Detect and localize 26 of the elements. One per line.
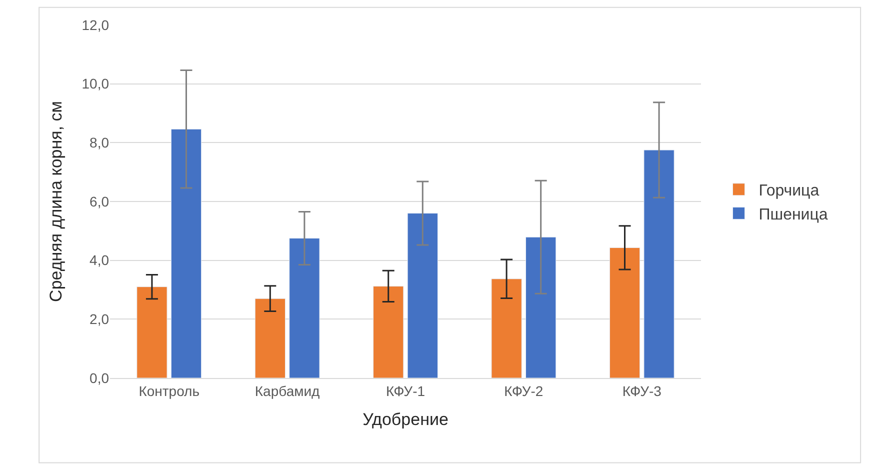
bar [254, 298, 286, 378]
bar [136, 286, 168, 378]
x-tick-label: Карбамид [254, 382, 320, 399]
x-axis-title: Удобрение [362, 410, 448, 430]
x-tick-label: КФУ-2 [504, 382, 544, 399]
x-tick-label: Контроль [138, 382, 200, 399]
bar [644, 150, 674, 378]
bar [373, 286, 404, 378]
bar [491, 278, 522, 378]
legend-label: Пшеница [758, 206, 828, 224]
y-tick-label: 6,0 [90, 193, 110, 210]
bar [407, 213, 438, 378]
y-tick-label: 2,0 [90, 311, 110, 328]
x-tick-label: КФУ-1 [386, 382, 426, 399]
legend-label: Горчица [758, 182, 820, 200]
y-tick-label: 12,0 [82, 16, 110, 33]
y-tick-label: 10,0 [82, 76, 110, 92]
bar [170, 128, 202, 378]
bar [289, 238, 320, 378]
y-tick-label: 4,0 [90, 252, 110, 268]
bar [526, 236, 556, 378]
y-tick-label: 8,0 [90, 134, 110, 151]
y-tick-label: 0,0 [90, 370, 110, 386]
y-axis-title: Средняя длина корня, см [46, 101, 66, 302]
x-tick-label: КФУ-3 [622, 382, 662, 399]
bar [609, 247, 640, 378]
